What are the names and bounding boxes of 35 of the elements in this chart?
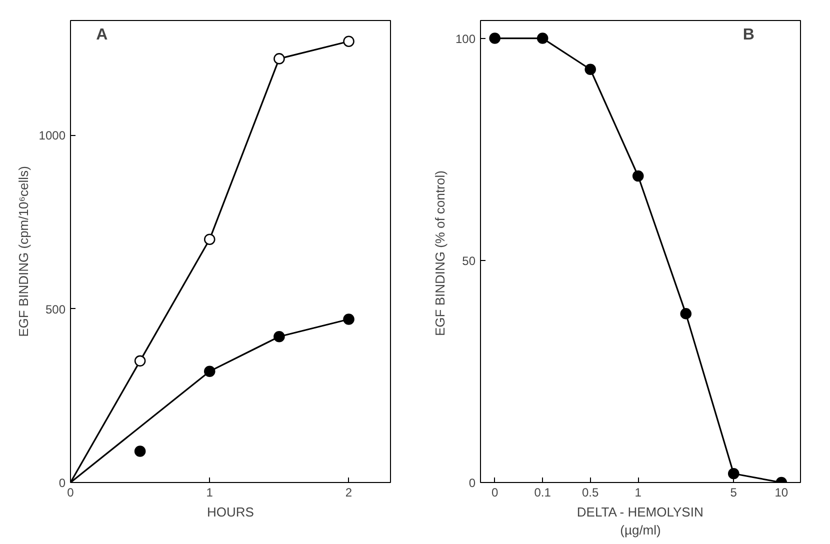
point — [274, 53, 285, 64]
x-tick-label: 5 — [730, 486, 738, 500]
point — [489, 32, 500, 44]
point — [584, 64, 596, 76]
point — [343, 314, 354, 325]
point — [274, 330, 285, 342]
point — [204, 366, 216, 377]
y-axis-title: EGF BINDING (% of control) — [432, 170, 448, 336]
point — [204, 234, 216, 245]
chart-title: A — [96, 26, 108, 44]
x-tick-label: 0 — [491, 486, 498, 500]
y-tick-label: 0 — [468, 476, 476, 490]
point — [343, 36, 354, 47]
chart-title: B — [742, 26, 754, 44]
x-axis-title: HOURS — [207, 504, 254, 520]
x-tick-label: 0.1 — [534, 486, 552, 500]
y-tick-label: 0 — [58, 476, 66, 490]
y-tick-label: 500 — [45, 302, 66, 316]
x-tick-label: 1 — [206, 486, 214, 500]
point — [680, 308, 692, 320]
x-tick-label: 2 — [345, 486, 352, 500]
point — [728, 468, 740, 480]
y-tick-label: 50 — [462, 254, 476, 268]
point — [134, 355, 146, 367]
x-tick-label: 0 — [67, 486, 74, 500]
point — [632, 170, 644, 182]
x-tick-label: 1 — [634, 486, 642, 500]
x-tick-label: 0.5 — [582, 486, 600, 500]
point — [536, 32, 548, 44]
point — [134, 446, 146, 457]
x-axis-title: DELTA - HEMOLYSIN (µg/ml) — [576, 504, 704, 538]
y-axis-title: EGF BINDING (cpm/10⁶cells) — [16, 166, 31, 337]
y-tick-label: 100 — [455, 32, 476, 46]
x-tick-label: 10 — [774, 486, 788, 500]
y-tick-label: 1000 — [38, 128, 66, 143]
